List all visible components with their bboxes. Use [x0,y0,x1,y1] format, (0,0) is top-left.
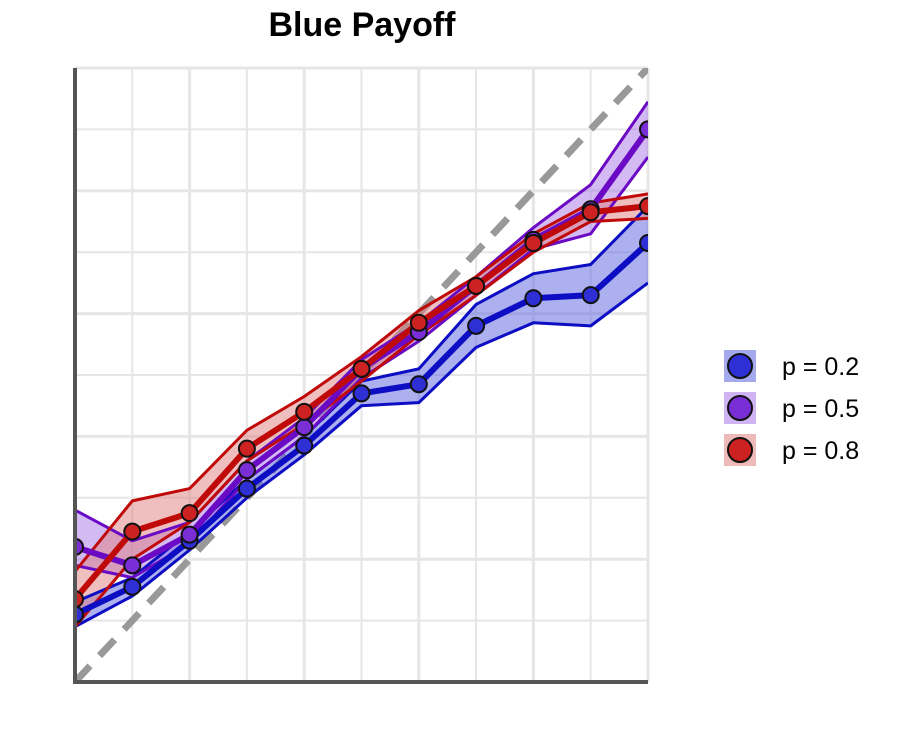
point-series-1 [237,479,256,498]
band-edge-lower-series-1 [75,281,648,629]
point-series-3 [123,522,142,541]
point-series-3 [524,233,543,252]
chart-title: Blue Payoff [268,6,456,44]
point-series-3 [581,203,600,222]
legend-marker-series-3 [727,437,753,463]
point-series-3 [295,402,314,421]
band-edge-upper-series-3 [75,192,648,573]
point-series-3 [237,439,256,458]
band-edge-upper-series-2 [75,100,648,543]
legend-label-series-3: p = 0.8 [782,437,859,465]
point-series-1 [409,375,428,394]
point-series-1 [123,577,142,596]
legend-label-series-1: p = 0.2 [782,353,859,381]
point-series-3 [409,313,428,332]
point-series-3 [180,504,199,523]
data-layer [75,68,648,682]
point-series-1 [352,384,371,403]
plot-area [73,66,650,684]
point-series-2 [123,556,142,575]
point-series-1 [581,286,600,305]
point-series-3 [352,359,371,378]
legend-label-series-2: p = 0.5 [782,395,859,423]
point-series-2 [237,461,256,480]
reference-line [75,68,648,682]
point-series-2 [295,418,314,437]
point-series-3 [467,276,486,295]
legend-marker-series-2 [727,395,753,421]
point-series-1 [524,289,543,308]
point-series-2 [180,525,199,544]
point-series-2 [639,120,648,139]
point-series-1 [295,436,314,455]
point-series-3 [639,197,648,216]
point-series-1 [639,233,648,252]
legend-marker-series-1 [727,353,753,379]
legend: p = 0.2 p = 0.5 p = 0.8 [724,350,859,466]
band-edge-lower-series-3 [75,216,648,628]
point-series-1 [467,316,486,335]
